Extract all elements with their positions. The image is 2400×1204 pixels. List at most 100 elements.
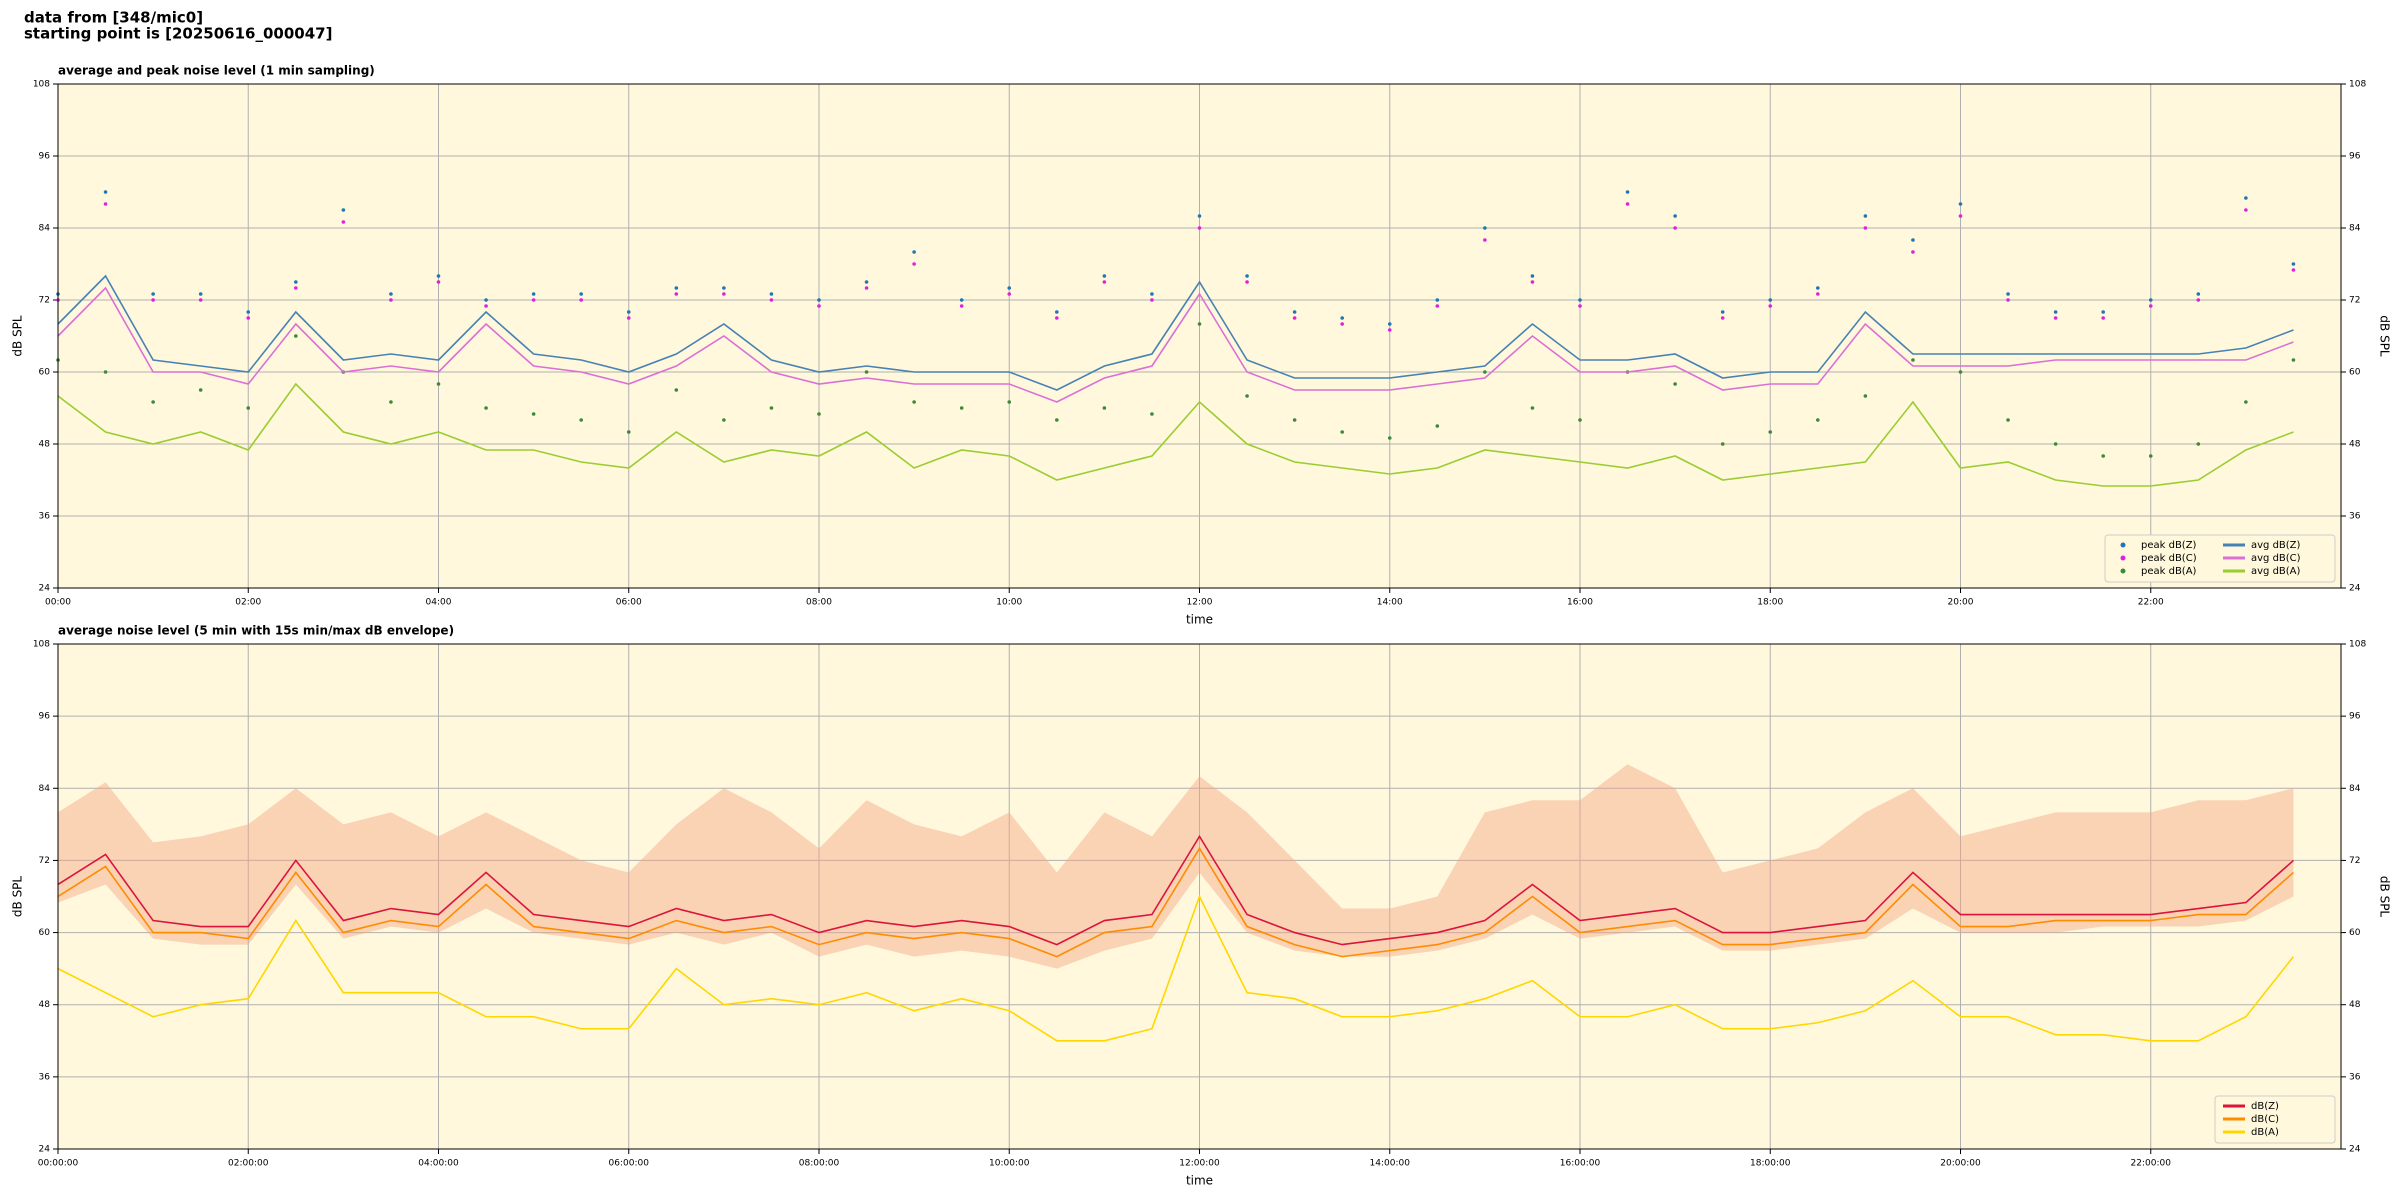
peak-point [531, 412, 536, 416]
legend-label: avg dB(C) [2251, 553, 2301, 564]
y-tick-label: 72 [2349, 296, 2360, 306]
peak-point [103, 202, 108, 206]
peak-point [1530, 274, 1535, 278]
peak-point [1625, 190, 1630, 194]
peak-point [674, 388, 679, 392]
y-tick-label: 60 [39, 368, 51, 378]
x-tick-label: 04:00:00 [418, 1159, 459, 1169]
peak-point [151, 298, 155, 302]
peak-point [1768, 304, 1773, 308]
peak-point [1340, 316, 1344, 320]
peak-point [1673, 214, 1677, 218]
y-axis-label: dB SPL [2378, 315, 2392, 357]
x-tick-label: 16:00:00 [1560, 1159, 1601, 1169]
x-tick-label: 00:00:00 [38, 1159, 79, 1169]
peak-point [817, 304, 821, 308]
peak-point [1007, 286, 1012, 290]
series-line [57, 894, 2295, 1042]
y-tick-label: 24 [2349, 584, 2361, 594]
peak-point [1055, 418, 1059, 422]
peak-point [198, 298, 203, 302]
peak-point [1720, 310, 1725, 314]
peak-point [436, 280, 441, 284]
peak-point [2291, 262, 2296, 266]
peak-point [341, 220, 346, 224]
x-tick-label: 02:00:00 [228, 1159, 269, 1169]
peak-point [2006, 418, 2010, 422]
series-line [57, 846, 2294, 958]
peak-point [864, 370, 869, 374]
y-tick-label: 96 [2349, 152, 2361, 162]
peak-point [1102, 274, 1107, 278]
peak-point [817, 412, 821, 416]
x-tick-label: 22:00 [2138, 598, 2164, 608]
header-line: data from [348/mic0] [24, 9, 203, 27]
peak-point [2148, 298, 2153, 302]
peak-point [1245, 394, 1249, 398]
peak-point [1673, 226, 1677, 230]
x-tick-label: 14:00:00 [1370, 1159, 1411, 1169]
peak-point [1720, 442, 1725, 446]
peak-point [769, 298, 774, 302]
x-tick-label: 20:00 [1948, 598, 1974, 608]
peak-point [959, 406, 964, 410]
peak-point [1816, 286, 1820, 290]
peak-point [2244, 208, 2248, 212]
peak-point [2053, 316, 2058, 320]
peak-point [151, 292, 155, 296]
legend-label: dB(Z) [2251, 1101, 2279, 1112]
envelope-area [58, 764, 2294, 969]
x-tick-label: 20:00:00 [1940, 1159, 1981, 1169]
peak-point [484, 298, 488, 302]
peak-point [626, 316, 631, 320]
peak-point [1245, 280, 1249, 284]
peak-point [294, 334, 298, 338]
peak-point [2053, 310, 2058, 314]
peak-point [436, 274, 441, 278]
legend-label: peak dB(A) [2141, 566, 2197, 577]
peak-point [1340, 322, 1344, 326]
peak-point [2244, 400, 2248, 404]
x-tick-label: 10:00:00 [989, 1159, 1030, 1169]
y-tick-label: 48 [2349, 440, 2361, 450]
peak-point [1863, 394, 1868, 398]
x-tick-label: 02:00 [235, 598, 261, 608]
x-tick-label: 14:00 [1377, 598, 1403, 608]
peak-point [2101, 310, 2105, 314]
y-tick-label: 72 [2349, 856, 2360, 866]
peak-point [1387, 328, 1392, 332]
peak-point [1007, 292, 1012, 296]
peak-point [912, 400, 916, 404]
peak-point [2196, 298, 2201, 302]
peak-point [1292, 310, 1297, 314]
y-tick-label: 108 [2349, 640, 2366, 650]
peak-point [1102, 280, 1107, 284]
peak-point [1007, 400, 1012, 404]
peak-point [2291, 358, 2296, 362]
peak-point [1055, 316, 1059, 320]
y-tick-label: 96 [2349, 712, 2361, 722]
peak-point [579, 298, 583, 302]
series-line [57, 286, 2294, 403]
y-tick-label: 84 [39, 224, 51, 234]
y-tick-label: 72 [39, 296, 50, 306]
peak-point [294, 286, 298, 290]
y-tick-label: 48 [39, 1000, 51, 1010]
peak-point [579, 292, 583, 296]
legend-swatch [2120, 555, 2126, 561]
legend-label: peak dB(C) [2141, 553, 2197, 564]
peak-point [1197, 322, 1202, 326]
y-tick-label: 84 [2349, 784, 2361, 794]
peak-point [151, 400, 155, 404]
legend-box [2104, 534, 2336, 583]
peak-point [1483, 226, 1487, 230]
peak-point [246, 406, 251, 410]
y-tick-label: 108 [2349, 80, 2366, 90]
legend-label: dB(C) [2251, 1114, 2279, 1125]
peak-point [1958, 214, 1963, 218]
peak-point [722, 286, 726, 290]
y-tick-label: 48 [39, 440, 51, 450]
peak-point [1483, 370, 1487, 374]
peak-point [389, 298, 393, 302]
x-tick-label: 10:00 [996, 598, 1022, 608]
